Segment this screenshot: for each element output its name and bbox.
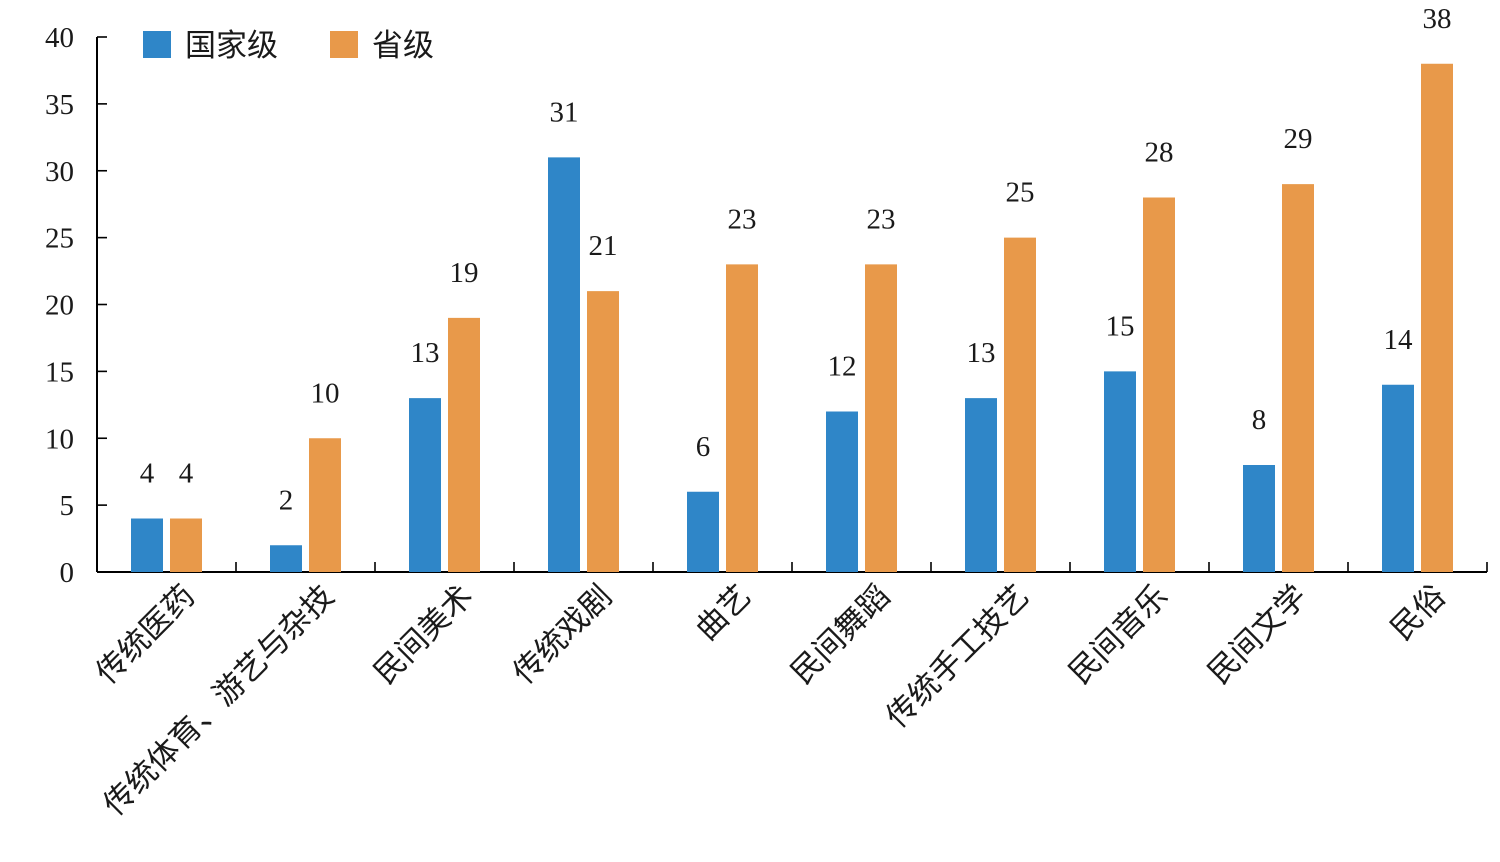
y-tick-label: 15	[45, 356, 74, 388]
y-tick-label: 40	[45, 22, 74, 54]
data-label-series-1: 12	[828, 351, 857, 383]
legend: 国家级 省级	[143, 28, 434, 64]
y-tick-label: 20	[45, 290, 74, 322]
data-label-series-1: 8	[1252, 404, 1267, 436]
bar-series-2	[1004, 238, 1036, 572]
data-label-series-2: 4	[179, 458, 194, 490]
data-label-series-2: 21	[589, 230, 618, 262]
x-tick-label: 传统医药	[89, 578, 202, 691]
bar-series-1	[409, 398, 441, 572]
data-label-series-2: 38	[1423, 3, 1452, 35]
data-label-series-2: 23	[728, 203, 757, 235]
y-tick-label: 30	[45, 156, 74, 188]
bar-series-2	[1143, 198, 1175, 573]
bar-series-2	[1421, 64, 1453, 572]
y-tick-label: 25	[45, 223, 74, 255]
data-label-series-2: 28	[1145, 137, 1174, 169]
bar-series-2	[1282, 184, 1314, 572]
y-tick-label: 5	[60, 490, 75, 522]
bar-series-2	[170, 519, 202, 573]
x-tick-label: 民间文学	[1201, 578, 1314, 691]
y-tick-label: 10	[45, 423, 74, 455]
bar-series-1	[270, 545, 302, 572]
bar-series-1	[1243, 465, 1275, 572]
x-tick-label: 民间美术	[367, 578, 480, 691]
bar-series-2	[587, 291, 619, 572]
legend-label-series-1: 国家级	[185, 28, 278, 64]
legend-swatch-series-1	[143, 31, 171, 58]
data-label-series-2: 29	[1284, 123, 1313, 155]
data-label-series-1: 13	[411, 337, 440, 369]
bar-series-2	[865, 264, 897, 572]
bar-series-2	[448, 318, 480, 572]
legend-swatch-series-2	[330, 31, 358, 58]
legend-label-series-2: 省级	[372, 28, 434, 64]
y-tick-label: 0	[60, 557, 75, 589]
x-tick-label: 民间音乐	[1062, 578, 1175, 691]
data-label-series-1: 13	[967, 337, 996, 369]
x-tick-label: 传统戏剧	[506, 578, 619, 691]
bar-series-1	[965, 398, 997, 572]
data-label-series-2: 10	[311, 377, 340, 409]
x-tick-label: 传统手工技艺	[879, 578, 1036, 735]
data-label-series-2: 19	[450, 257, 479, 289]
data-label-series-1: 14	[1384, 324, 1414, 356]
bar-series-1	[687, 492, 719, 572]
x-tick-label: 传统体育、游艺与杂技	[96, 578, 341, 823]
data-label-series-1: 4	[140, 458, 155, 490]
x-tick-label: 曲艺	[689, 578, 758, 647]
bar-series-2	[726, 264, 758, 572]
data-label-series-1: 15	[1106, 310, 1135, 342]
bar-series-1	[131, 519, 163, 573]
bar-series-2	[309, 438, 341, 572]
bar-series-1	[826, 412, 858, 573]
data-label-series-2: 23	[867, 203, 896, 235]
x-tick-label: 民间舞蹈	[784, 578, 897, 691]
bar-series-1	[548, 157, 580, 572]
bar-series-1	[1104, 371, 1136, 572]
x-tick-label: 民俗	[1384, 578, 1453, 647]
y-tick-label: 35	[45, 89, 74, 121]
data-label-series-1: 2	[279, 484, 294, 516]
data-label-series-1: 6	[696, 431, 711, 463]
data-label-series-1: 31	[550, 96, 579, 128]
bar-series-1	[1382, 385, 1414, 572]
bars	[131, 64, 1453, 572]
data-label-series-2: 25	[1006, 177, 1035, 209]
bar-chart: 0 5 10 15 20 25 30 35 40 4 2 13 31 6 12 13 15 8 14 4 10 19 21…	[0, 0, 1500, 862]
